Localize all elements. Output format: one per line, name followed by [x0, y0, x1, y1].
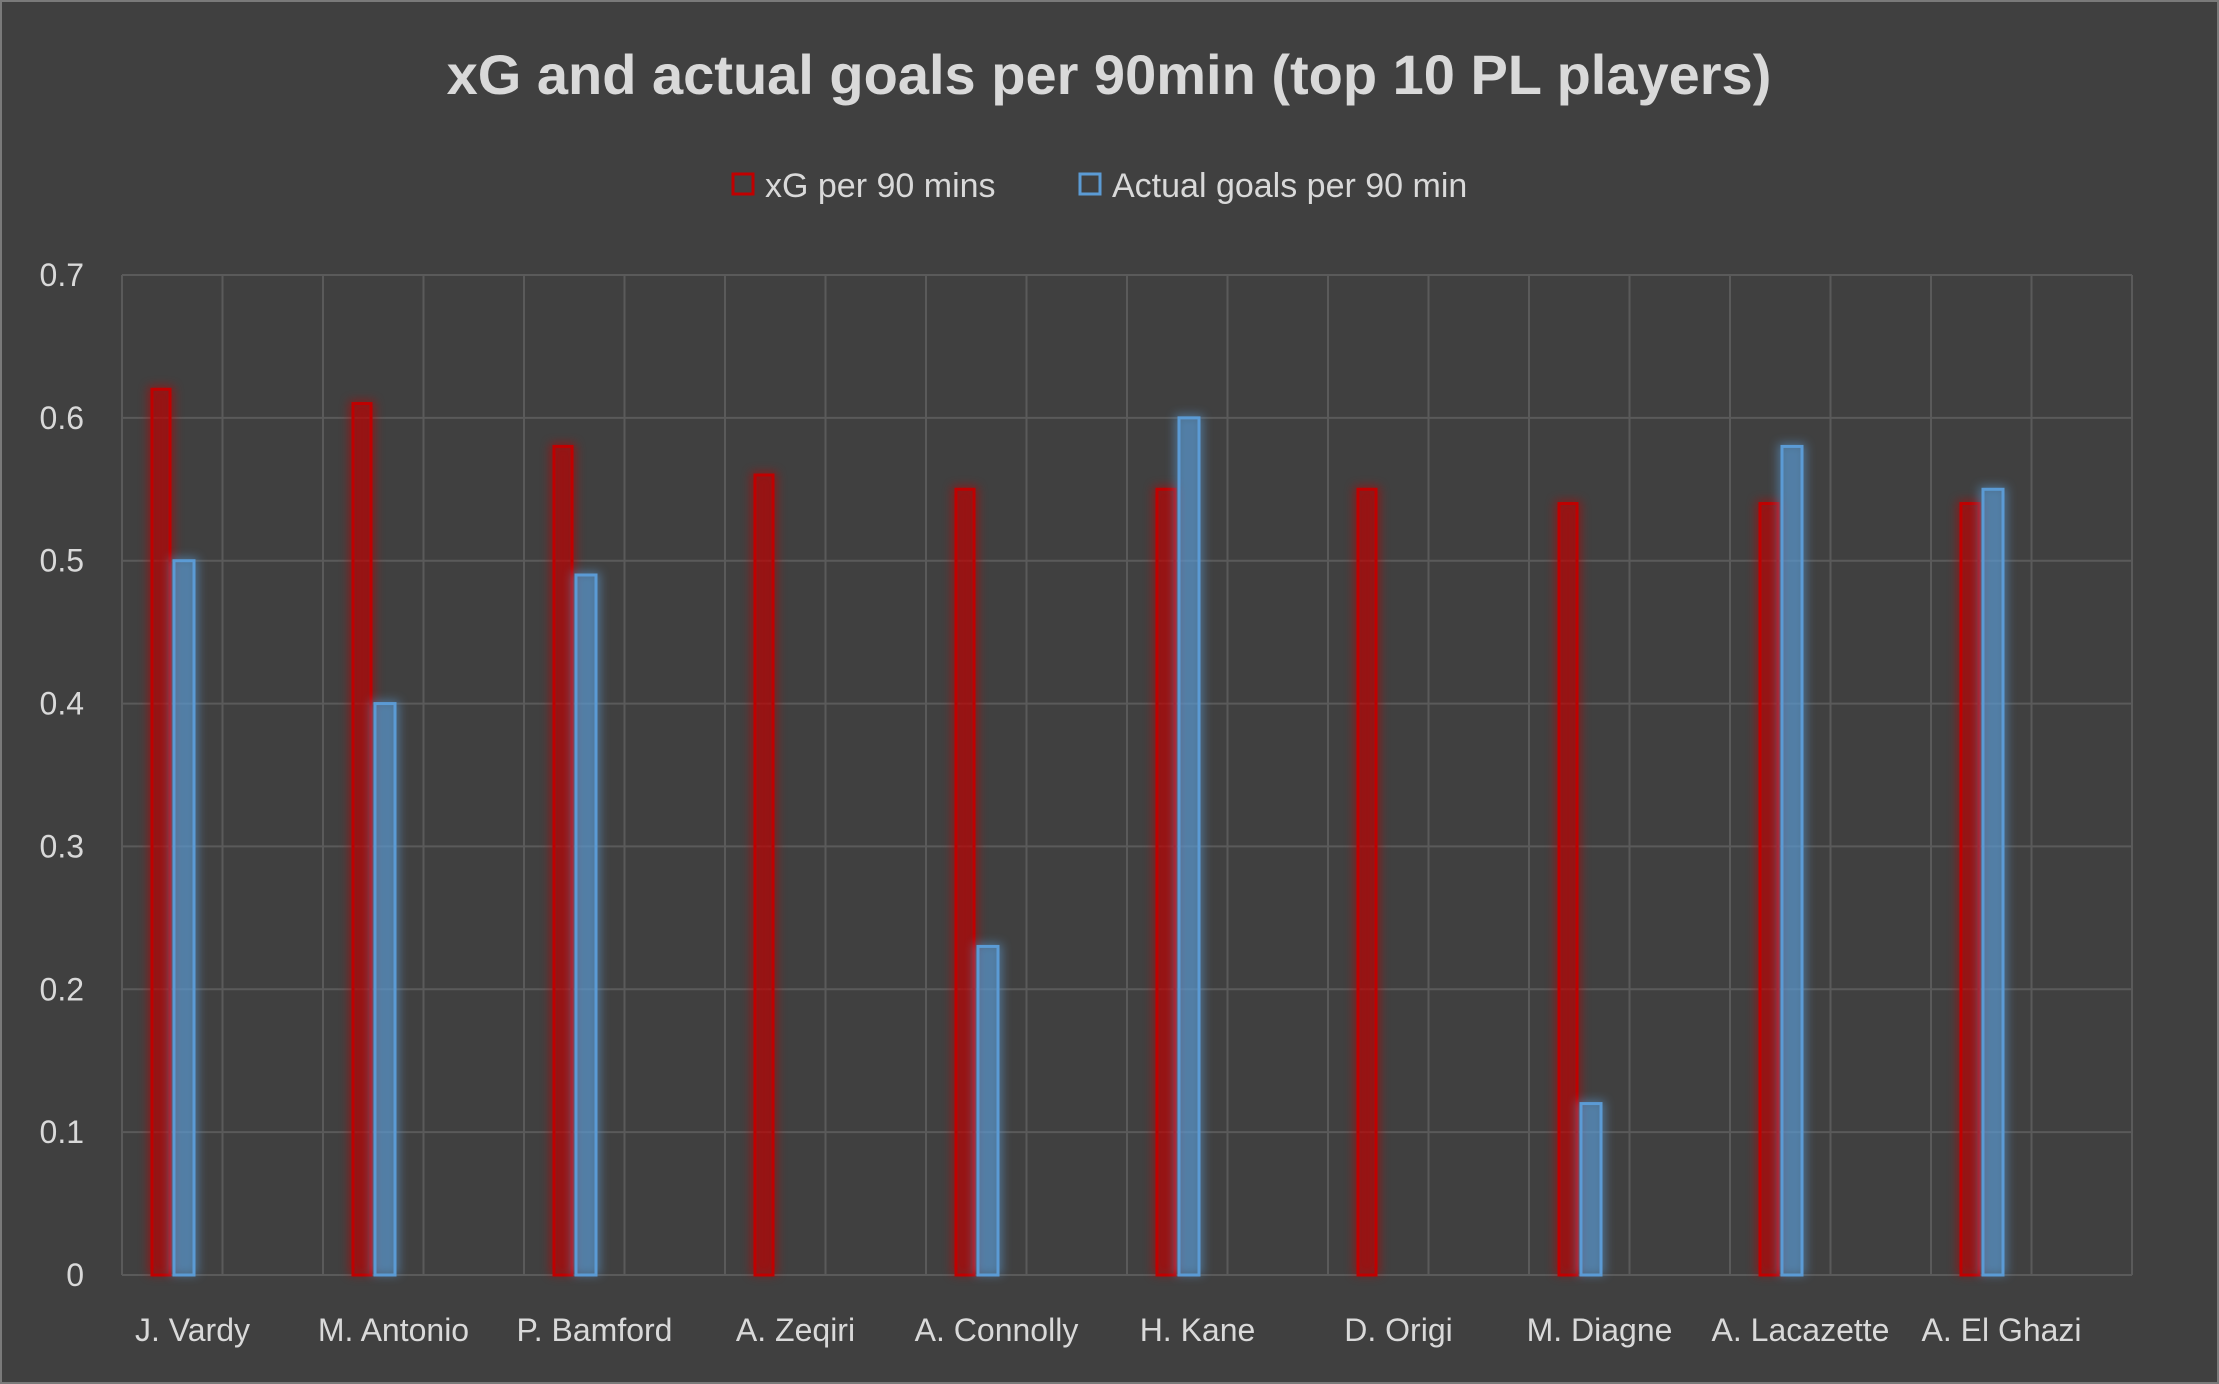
- bar: [373, 702, 397, 1277]
- bar-actual-goals: [1979, 486, 2007, 1277]
- x-tick-label: J. Vardy: [135, 1312, 250, 1348]
- bar: [1579, 1102, 1603, 1277]
- bar: [1758, 502, 1780, 1277]
- bar: [150, 387, 172, 1277]
- legend-swatch: [731, 172, 755, 196]
- bar-xg: [1756, 500, 1782, 1277]
- bar: [1959, 502, 1981, 1277]
- x-tick-label: A. El Ghazi: [1921, 1312, 2081, 1348]
- bar: [351, 402, 373, 1277]
- x-tick-label: D. Origi: [1344, 1312, 1452, 1348]
- y-tick-label: 0.7: [40, 257, 84, 293]
- bar-actual-goals: [1778, 443, 1806, 1277]
- x-tick-label: H. Kane: [1140, 1312, 1256, 1348]
- y-tick-label: 0.1: [40, 1114, 84, 1150]
- bar-actual-goals: [572, 572, 600, 1277]
- chart-title: xG and actual goals per 90min (top 10 PL…: [447, 43, 1772, 106]
- bar: [1780, 444, 1804, 1277]
- bar: [753, 473, 775, 1277]
- legend-label: Actual goals per 90 min: [1112, 167, 1467, 205]
- bar-actual-goals: [371, 700, 399, 1277]
- bar-xg: [751, 472, 777, 1277]
- x-tick-label: A. Lacazette: [1712, 1312, 1890, 1348]
- y-tick-label: 0.5: [40, 543, 84, 579]
- y-tick-label: 0.6: [40, 400, 84, 436]
- bar-xg: [1555, 500, 1581, 1277]
- bar-xg: [952, 486, 978, 1277]
- bar-xg: [349, 400, 375, 1277]
- x-axis: J. Vardy M. Antonio P. Bamford A. Zeqiri A. …: [135, 1312, 2082, 1348]
- bar-actual-goals: [1175, 414, 1203, 1277]
- bar-xg: [148, 386, 174, 1277]
- bar: [954, 487, 976, 1277]
- bar: [1356, 487, 1378, 1277]
- gridlines: [121, 274, 2133, 1276]
- y-tick-label: 0.3: [40, 828, 84, 864]
- x-tick-label: A. Connolly: [915, 1312, 1079, 1348]
- bar: [1155, 487, 1177, 1277]
- legend-swatch: [1078, 172, 1102, 196]
- bar-actual-goals: [974, 943, 1002, 1277]
- bar: [1177, 416, 1201, 1277]
- bar: [1557, 502, 1579, 1277]
- bar: [976, 944, 1000, 1277]
- y-tick-label: 0: [66, 1257, 84, 1293]
- x-tick-label: A. Zeqiri: [736, 1312, 855, 1348]
- y-tick-label: 0.4: [40, 686, 84, 722]
- bars: [148, 386, 2007, 1277]
- bar-xg: [1354, 486, 1380, 1277]
- y-tick-label: 0.2: [40, 971, 84, 1007]
- bar-actual-goals: [1577, 1100, 1605, 1277]
- legend: xG per 90 mins Actual goals per 90 min: [731, 167, 1467, 205]
- bar-actual-goals: [170, 557, 198, 1277]
- bar: [574, 573, 598, 1277]
- x-tick-label: P. Bamford: [517, 1312, 673, 1348]
- y-axis: 0 0.1 0.2 0.3 0.4 0.5 0.6 0.7: [40, 257, 84, 1293]
- bar: [172, 559, 196, 1277]
- bar: [1981, 487, 2005, 1277]
- bar: [552, 444, 574, 1277]
- x-tick-label: M. Antonio: [318, 1312, 469, 1348]
- bar-xg: [550, 443, 576, 1277]
- legend-label: xG per 90 mins: [765, 167, 996, 205]
- x-tick-label: M. Diagne: [1527, 1312, 1673, 1348]
